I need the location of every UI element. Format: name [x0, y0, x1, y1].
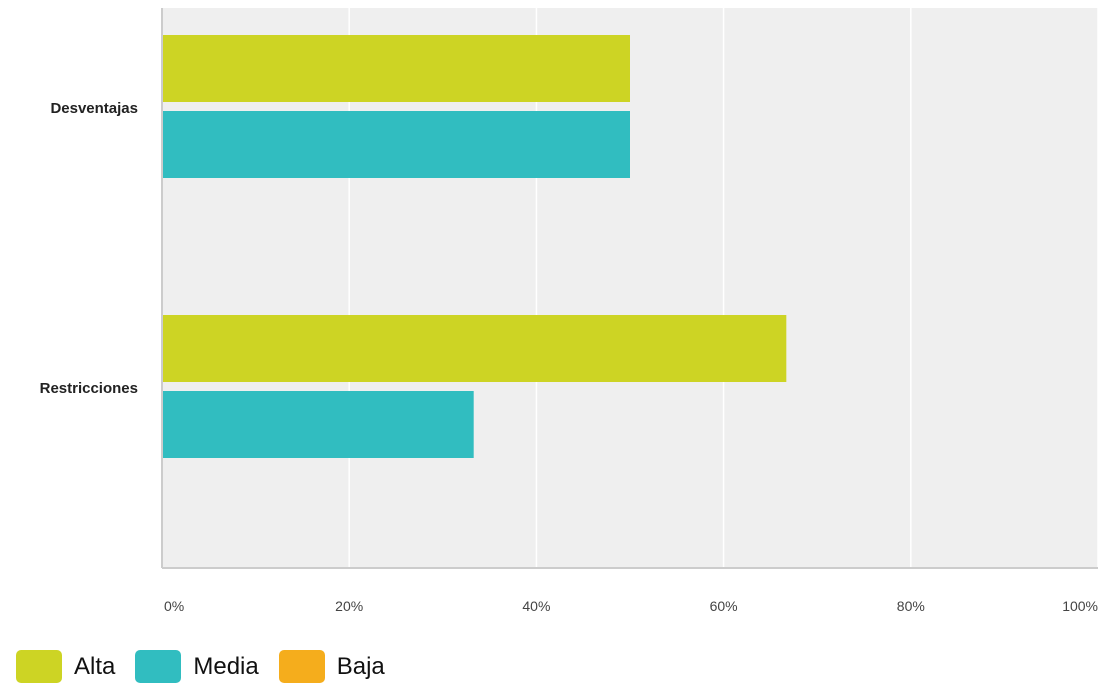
legend-swatch: [16, 650, 62, 683]
legend-label: Alta: [74, 652, 116, 680]
legend-item-media: Media: [135, 650, 259, 683]
legend-swatch: [135, 650, 182, 683]
bar-desventajas-media: [162, 111, 630, 178]
x-tick-label: 60%: [710, 598, 738, 614]
bar-restricciones-alta: [162, 315, 787, 382]
category-label: Desventajas: [50, 100, 138, 117]
x-tick-label: 40%: [522, 598, 550, 614]
legend-item-baja: Baja: [278, 650, 385, 683]
x-tick-label: 100%: [1062, 598, 1098, 614]
bar-chart: Desventajas Restricciones 0% 20% 40% 60% 80% 1…: [40, 8, 1099, 614]
category-labels: Desventajas Restricciones: [40, 100, 138, 397]
bars: [162, 35, 787, 458]
legend-swatch: [278, 650, 325, 683]
bar-restricciones-media: [162, 391, 474, 458]
x-tick-label: 80%: [897, 598, 925, 614]
bar-desventajas-alta: [162, 35, 630, 102]
x-tick-label: 0%: [164, 598, 184, 614]
legend-item-alta: Alta: [16, 650, 115, 683]
legend-label: Baja: [336, 652, 385, 680]
legend-label: Media: [193, 652, 259, 680]
x-tick-labels: 0% 20% 40% 60% 80% 100%: [164, 598, 1098, 614]
legend: Alta Media Baja: [16, 650, 405, 683]
x-tick-label: 20%: [335, 598, 363, 614]
category-label: Restricciones: [40, 380, 138, 397]
